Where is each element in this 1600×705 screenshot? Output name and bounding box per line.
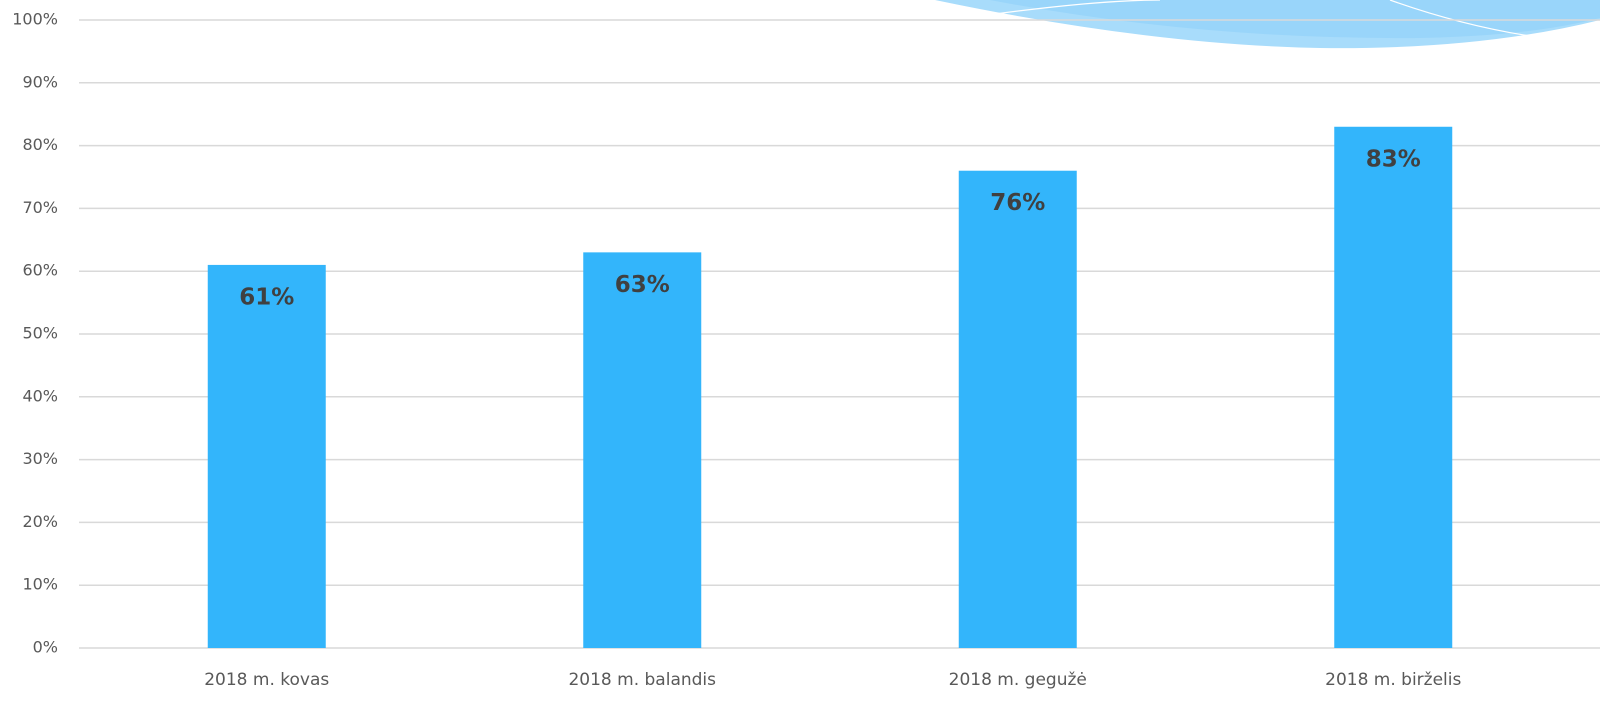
value-label: 63% (615, 272, 670, 298)
y-tick-label: 50% (22, 324, 58, 343)
y-tick-label: 40% (22, 386, 58, 405)
y-tick-label: 20% (22, 512, 58, 531)
x-tick-label: 2018 m. balandis (568, 670, 716, 690)
x-tick-label: 2018 m. kovas (204, 670, 329, 690)
y-tick-label: 60% (22, 261, 58, 280)
x-tick-label: 2018 m. birželis (1325, 670, 1461, 690)
value-label: 61% (239, 284, 294, 310)
y-tick-label: 80% (22, 135, 58, 154)
decoration (935, 0, 1600, 49)
y-tick-label: 0% (33, 638, 58, 657)
y-tick-label: 10% (22, 575, 58, 594)
value-label: 76% (990, 190, 1045, 216)
bar (207, 264, 326, 648)
y-tick-label: 90% (22, 72, 58, 91)
bar (583, 252, 702, 649)
x-tick-label: 2018 m. gegužė (949, 670, 1087, 690)
bar (1334, 126, 1453, 648)
value-label: 83% (1366, 146, 1421, 172)
y-tick-label: 30% (22, 449, 58, 468)
y-tick-label: 100% (12, 10, 58, 29)
y-tick-label: 70% (22, 198, 58, 217)
bar (958, 170, 1077, 648)
